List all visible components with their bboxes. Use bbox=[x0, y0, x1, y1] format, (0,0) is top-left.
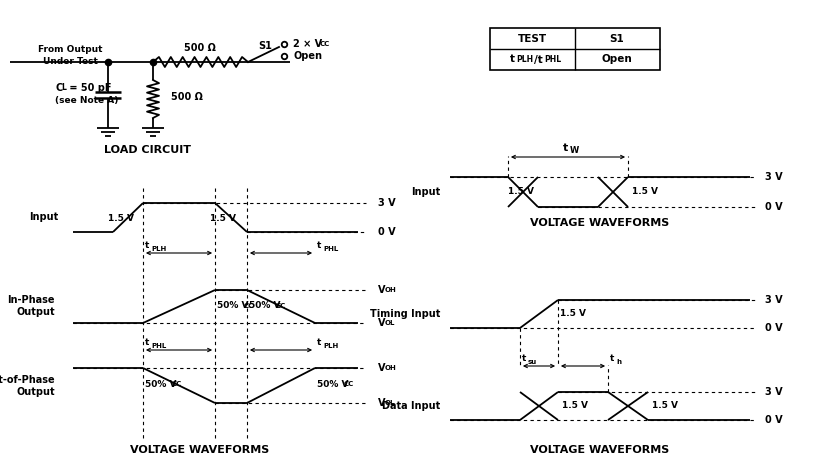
Text: S1: S1 bbox=[609, 33, 624, 43]
Text: 2 × V: 2 × V bbox=[293, 39, 322, 49]
Text: Timing Input: Timing Input bbox=[370, 309, 440, 319]
Text: OH: OH bbox=[385, 365, 397, 371]
Text: t: t bbox=[317, 241, 321, 250]
Text: su: su bbox=[528, 359, 537, 365]
Text: Open: Open bbox=[293, 51, 322, 61]
Text: h: h bbox=[616, 359, 621, 365]
Text: PHL: PHL bbox=[151, 343, 166, 349]
Text: t: t bbox=[610, 354, 614, 363]
Text: Input: Input bbox=[411, 187, 440, 197]
Text: PLH: PLH bbox=[323, 343, 339, 349]
Text: /t: /t bbox=[534, 54, 543, 65]
Text: OH: OH bbox=[385, 287, 397, 293]
Text: 0 V: 0 V bbox=[765, 415, 783, 425]
Text: 1.5 V: 1.5 V bbox=[632, 188, 658, 197]
Text: LOAD CIRCUIT: LOAD CIRCUIT bbox=[105, 145, 191, 155]
Text: V: V bbox=[378, 318, 385, 328]
Text: V: V bbox=[378, 285, 385, 295]
Text: 3 V: 3 V bbox=[765, 172, 783, 182]
Text: V: V bbox=[378, 363, 385, 373]
Bar bbox=[490, 28, 660, 70]
Text: Output: Output bbox=[16, 307, 55, 317]
Text: 50% V: 50% V bbox=[249, 301, 281, 310]
Text: From Output: From Output bbox=[38, 46, 102, 54]
Text: VOLTAGE WAVEFORMS: VOLTAGE WAVEFORMS bbox=[530, 218, 670, 228]
Text: CC: CC bbox=[276, 303, 286, 308]
Text: = 50 pF: = 50 pF bbox=[66, 83, 111, 93]
Text: OL: OL bbox=[385, 400, 395, 406]
Text: t: t bbox=[522, 354, 526, 363]
Text: 1.5 V: 1.5 V bbox=[508, 188, 534, 197]
Text: 500 Ω: 500 Ω bbox=[171, 92, 203, 102]
Text: In-Phase: In-Phase bbox=[7, 295, 55, 305]
Text: t: t bbox=[317, 338, 321, 347]
Text: VOLTAGE WAVEFORMS: VOLTAGE WAVEFORMS bbox=[130, 445, 270, 455]
Text: PLH: PLH bbox=[151, 246, 166, 252]
Text: (see Note A): (see Note A) bbox=[55, 96, 119, 105]
Text: t: t bbox=[145, 241, 150, 250]
Text: 500 Ω: 500 Ω bbox=[184, 43, 216, 53]
Text: V: V bbox=[378, 398, 385, 408]
Text: OL: OL bbox=[385, 320, 395, 326]
Text: CC: CC bbox=[172, 381, 182, 387]
Text: S1: S1 bbox=[258, 41, 272, 51]
Text: Input: Input bbox=[29, 212, 58, 222]
Text: Under Test: Under Test bbox=[43, 58, 97, 67]
Text: Out-of-Phase: Out-of-Phase bbox=[0, 375, 55, 385]
Text: L: L bbox=[61, 83, 66, 92]
Text: 1.5 V: 1.5 V bbox=[652, 401, 678, 410]
Text: Output: Output bbox=[16, 387, 55, 397]
Text: t: t bbox=[510, 54, 515, 65]
Text: 0 V: 0 V bbox=[378, 227, 396, 237]
Text: 0 V: 0 V bbox=[765, 323, 783, 333]
Text: PHL: PHL bbox=[323, 246, 339, 252]
Text: 1.5 V: 1.5 V bbox=[210, 214, 236, 223]
Text: t: t bbox=[145, 338, 150, 347]
Text: PLH: PLH bbox=[516, 55, 533, 64]
Text: CC: CC bbox=[320, 41, 330, 47]
Text: CC: CC bbox=[244, 303, 254, 308]
Text: TEST: TEST bbox=[518, 33, 546, 43]
Text: 3 V: 3 V bbox=[378, 198, 396, 208]
Text: 50% V: 50% V bbox=[317, 380, 348, 389]
Text: PHL: PHL bbox=[544, 55, 561, 64]
Text: 1.5 V: 1.5 V bbox=[562, 401, 588, 410]
Text: Data Input: Data Input bbox=[382, 401, 440, 411]
Text: C: C bbox=[55, 83, 62, 93]
Text: 3 V: 3 V bbox=[765, 295, 783, 305]
Text: 50% V: 50% V bbox=[145, 380, 177, 389]
Text: 3 V: 3 V bbox=[765, 387, 783, 397]
Text: Open: Open bbox=[601, 54, 632, 65]
Text: t: t bbox=[563, 143, 569, 153]
Text: W: W bbox=[570, 146, 579, 155]
Text: 1.5 V: 1.5 V bbox=[108, 214, 134, 223]
Text: VOLTAGE WAVEFORMS: VOLTAGE WAVEFORMS bbox=[530, 445, 670, 455]
Text: 1.5 V: 1.5 V bbox=[560, 309, 586, 318]
Text: 50% V: 50% V bbox=[217, 301, 249, 310]
Text: 0 V: 0 V bbox=[765, 202, 783, 212]
Text: CC: CC bbox=[344, 381, 354, 387]
